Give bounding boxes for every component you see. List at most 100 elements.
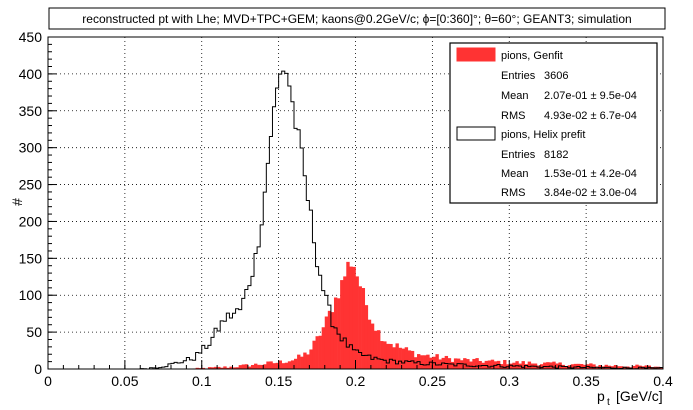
genfit-bar	[330, 312, 335, 369]
genfit-bar	[450, 361, 455, 369]
genfit-bar	[327, 310, 332, 369]
x-axis-label-sub: t	[607, 397, 610, 408]
y-tick-label: 200	[19, 213, 43, 229]
genfit-bar	[460, 360, 464, 369]
y-tick-label: 400	[19, 66, 43, 82]
x-tick-label: 0.3	[500, 373, 520, 389]
genfit-bar	[195, 367, 199, 369]
genfit-bar	[570, 364, 575, 369]
genfit-bar	[472, 358, 476, 369]
genfit-bar	[401, 348, 405, 369]
genfit-bar	[635, 364, 639, 369]
genfit-bar	[389, 343, 393, 369]
genfit-bar	[429, 357, 433, 369]
genfit-bar	[444, 355, 449, 369]
y-tick-label: 50	[26, 324, 42, 340]
genfit-bar	[346, 261, 350, 369]
genfit-bar	[484, 360, 489, 369]
genfit-bar	[503, 359, 507, 369]
genfit-bar	[373, 330, 378, 369]
chart-title: reconstructed pt with Lhe; MVD+TPC+GEM; …	[82, 12, 631, 26]
genfit-bar	[297, 354, 301, 369]
genfit-bar	[598, 365, 602, 369]
genfit-bar	[287, 361, 292, 369]
genfit-bar	[275, 362, 279, 369]
genfit-bar	[263, 364, 267, 369]
genfit-bar	[395, 343, 399, 369]
legend-swatch-helix	[456, 126, 496, 141]
genfit-bar	[435, 354, 439, 369]
legend-stat-genfit-mean-label: Mean	[501, 90, 529, 102]
x-tick-label: 0.2	[346, 373, 366, 389]
x-tick-label: 0.15	[265, 373, 292, 389]
genfit-bar	[392, 347, 396, 369]
helix-outline-line	[48, 70, 664, 370]
genfit-bar	[315, 336, 319, 369]
genfit-bar	[247, 366, 252, 369]
genfit-bar	[398, 347, 402, 369]
genfit-bar	[616, 366, 621, 369]
genfit-bar	[475, 358, 479, 369]
genfit-bar	[407, 350, 412, 369]
genfit-bar	[589, 363, 593, 369]
genfit-bar	[290, 360, 295, 369]
genfit-bar	[478, 360, 482, 369]
genfit-bar	[377, 330, 381, 369]
genfit-bar	[349, 266, 353, 369]
x-tick-label: 0.4	[653, 373, 673, 389]
genfit-bar	[333, 297, 338, 369]
y-tick-label: 100	[19, 287, 43, 303]
genfit-bar	[410, 350, 415, 369]
genfit-bar	[260, 364, 264, 369]
genfit-bar	[340, 280, 344, 369]
genfit-bar	[352, 266, 356, 369]
genfit-bar	[659, 367, 664, 369]
genfit-bar	[595, 366, 599, 369]
genfit-bar	[552, 361, 556, 369]
genfit-bar	[257, 364, 261, 369]
genfit-bar	[644, 365, 648, 369]
genfit-bar	[383, 341, 387, 369]
genfit-bar	[300, 356, 304, 369]
genfit-bar	[294, 358, 298, 369]
genfit-bar	[201, 367, 206, 369]
genfit-bar	[469, 361, 473, 369]
legend-stat-genfit-entries-label: Entries	[501, 70, 536, 82]
legend-stat-helix-mean-value: 1.53e-01 ± 4.2e-04	[544, 168, 637, 180]
legend-stat-helix-rms-value: 3.84e-02 ± 3.0e-04	[544, 187, 637, 199]
x-tick-label: 0.1	[192, 373, 212, 389]
genfit-bar	[579, 363, 584, 369]
genfit-bar	[632, 365, 636, 369]
genfit-bar	[254, 363, 258, 369]
genfit-bar	[223, 366, 227, 369]
chart-title-box: reconstructed pt with Lhe; MVD+TPC+GEM; …	[48, 7, 666, 30]
genfit-bar	[592, 364, 596, 369]
genfit-bar	[561, 364, 565, 369]
genfit-bar	[453, 358, 458, 369]
genfit-bar	[515, 361, 519, 369]
legend-stat-helix-entries-label: Entries	[501, 149, 536, 161]
genfit-bar	[269, 361, 273, 369]
legend-stat-genfit-rms-label: RMS	[501, 110, 525, 122]
legend-label-helix: pions, Helix prefit	[501, 129, 585, 141]
genfit-bar	[466, 359, 470, 369]
genfit-bar	[364, 305, 369, 369]
genfit-bar	[380, 341, 384, 369]
genfit-bar	[527, 361, 532, 369]
genfit-bar	[358, 286, 362, 369]
genfit-bar	[623, 366, 627, 369]
genfit-bar	[210, 367, 215, 369]
genfit-bar	[361, 288, 366, 369]
genfit-bar	[241, 364, 246, 369]
genfit-bar	[309, 349, 313, 369]
genfit-bar	[312, 340, 316, 369]
genfit-bar	[281, 363, 286, 369]
genfit-bar	[226, 367, 230, 369]
genfit-bar	[564, 366, 568, 369]
genfit-bar	[619, 366, 624, 369]
legend: pions, Genfit Entries 3606 Mean 2.07e-01…	[449, 42, 658, 204]
genfit-bar	[278, 360, 282, 369]
x-axis-label-main: p	[597, 388, 605, 404]
x-axis-label: p t [GeV/c]	[597, 388, 663, 408]
genfit-bar	[321, 327, 326, 369]
